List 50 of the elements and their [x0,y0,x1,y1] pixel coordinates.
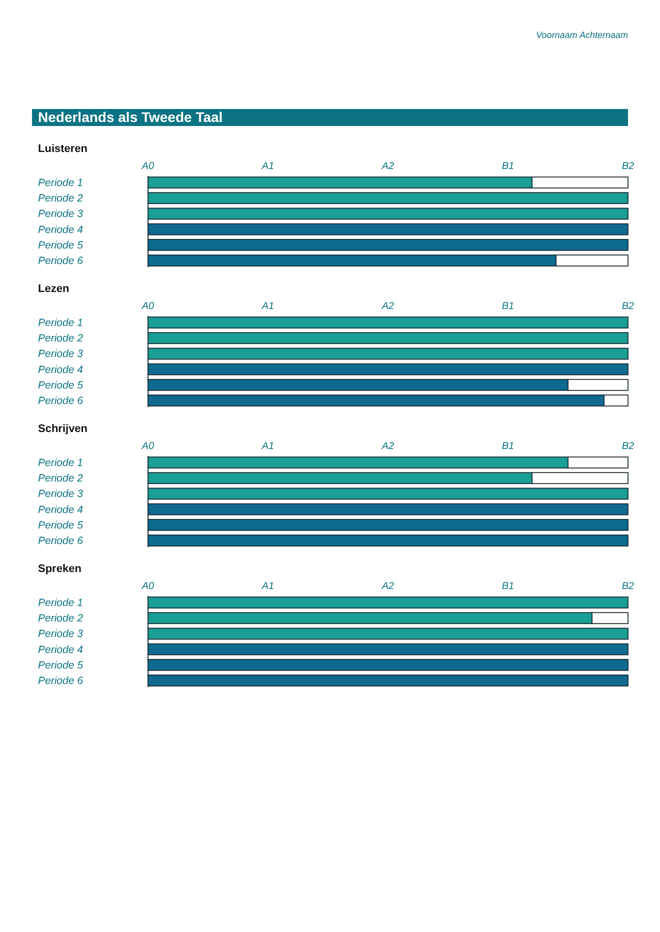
y-tick-label: Periode 3 [38,628,84,640]
y-tick-label: Periode 5 [38,659,84,672]
y-tick-label: Periode 4 [38,504,84,516]
text: A0 [140,441,155,452]
text: B2 [622,161,635,172]
text: A1 [260,161,274,172]
y-tick-label: Periode 6 [38,675,84,687]
y-tick-label: Periode 1 [38,177,83,189]
text: Lezen [38,283,70,295]
y-tick-label: Periode 5 [38,239,84,252]
text: B1 [502,581,514,592]
text: B2 [622,441,635,452]
text: Nederlands als Tweede Taal [38,109,223,125]
chart-title: Luisteren [38,143,88,155]
text: B2 [622,581,635,592]
text: A0 [140,161,155,172]
y-tick-label: Periode 6 [38,255,84,267]
y-tick-label: Periode 5 [38,519,84,532]
text: B1 [502,161,514,172]
text: A1 [260,441,274,452]
text: B1 [502,301,514,312]
y-tick-label: Periode 3 [38,348,84,360]
y-tick-label: Periode 2 [38,612,84,625]
y-tick-label: Periode 6 [38,535,84,547]
y-tick-label: Periode 1 [38,597,83,609]
y-tick-label: Periode 6 [38,395,84,407]
y-tick-label: Periode 1 [38,317,83,329]
text: B2 [622,301,635,312]
y-tick-label: Periode 4 [38,224,84,236]
y-tick-label: Periode 4 [38,644,84,656]
text: A2 [380,301,395,312]
text: A0 [140,581,155,592]
text: B1 [502,441,514,452]
text: A1 [260,581,274,592]
y-tick-label: Periode 3 [38,488,84,500]
text: Voornaam Achternaam [536,30,628,40]
y-tick-label: Periode 4 [38,364,84,376]
text: A2 [380,441,395,452]
chart-title: Schrijven [38,423,88,435]
text: A2 [380,161,395,172]
y-tick-label: Periode 2 [38,472,84,485]
y-tick-label: Periode 2 [38,332,84,345]
y-tick-label: Periode 5 [38,379,84,392]
text: A1 [260,301,274,312]
y-tick-label: Periode 1 [38,457,83,469]
y-tick-label: Periode 2 [38,192,84,205]
text: A2 [380,581,395,592]
text: A0 [140,301,155,312]
y-tick-label: Periode 3 [38,208,84,220]
text: Spreken [38,563,82,575]
